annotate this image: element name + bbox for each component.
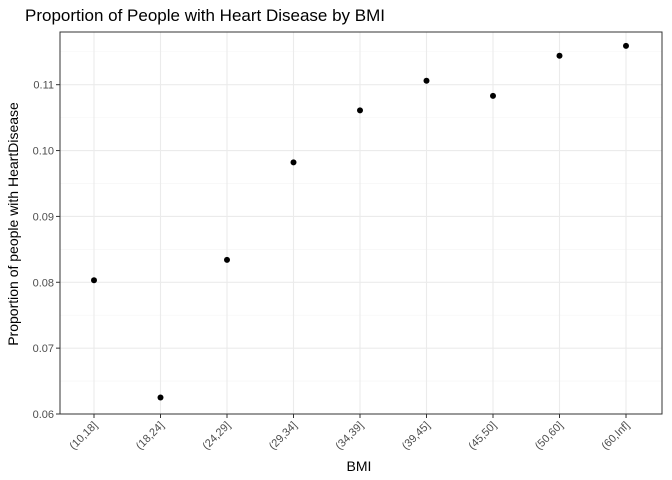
- x-tick-label: (39,45]: [400, 420, 433, 453]
- y-tick-label: 0.07: [33, 343, 54, 355]
- data-point: [357, 107, 363, 114]
- data-point: [490, 92, 496, 99]
- panel-border: [59, 31, 663, 415]
- plot-panel: 0.06 0.07 0.08 0.09 0.10 0.11 (10,18] (18,24] (2…: [33, 31, 663, 453]
- x-tick-label: (29,34]: [267, 420, 300, 453]
- y-tick-label: 0.09: [33, 211, 54, 223]
- y-tick-label: 0.11: [33, 80, 54, 92]
- x-tick-label: (10,18]: [67, 420, 100, 453]
- x-tick-label: (24,29]: [200, 420, 233, 453]
- data-point: [423, 77, 430, 84]
- y-tick-label: 0.10: [33, 146, 54, 158]
- chart-title: Proportion of People with Heart Disease …: [25, 6, 385, 25]
- data-point: [623, 42, 629, 49]
- panel-background: [60, 32, 662, 414]
- data-point: [224, 256, 230, 263]
- data-point: [91, 277, 97, 284]
- y-tick-label: 0.06: [33, 409, 54, 421]
- x-tick-label: (60,Inf]: [599, 420, 632, 453]
- x-tick-label: (18,24]: [134, 420, 167, 453]
- y-axis-title: Proportion of people with HeartDisease: [5, 102, 21, 346]
- x-tick-label: (50,60]: [533, 420, 566, 453]
- data-point: [556, 52, 563, 59]
- x-tick-label: (34,39]: [333, 420, 366, 453]
- y-tick-label: 0.08: [33, 277, 54, 289]
- data-point: [157, 394, 164, 401]
- data-point: [290, 159, 297, 166]
- x-tick-label: (45,50]: [466, 420, 499, 453]
- x-axis-title: BMI: [347, 458, 372, 474]
